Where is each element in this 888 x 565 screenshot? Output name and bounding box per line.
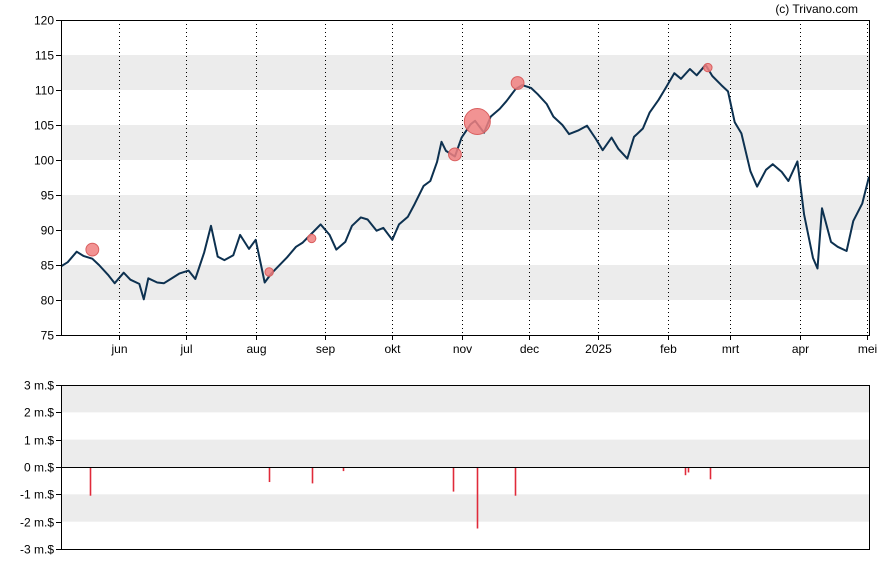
y-tick-label: -3 m.$ <box>20 543 54 557</box>
y-tick-label: 75 <box>41 329 55 343</box>
x-tick-label: jun <box>110 342 127 356</box>
y-tick-label: -1 m.$ <box>20 488 54 502</box>
y-tick-label: 120 <box>34 14 54 28</box>
y-tick-label: 95 <box>41 189 55 203</box>
y-tick-label: 110 <box>35 84 54 98</box>
y-tick-label: 105 <box>34 119 54 133</box>
x-tick-label: okt <box>384 342 401 356</box>
y-tick-label: 85 <box>41 259 55 273</box>
plot-frame <box>61 20 870 336</box>
credit-label: (c) Trivano.com <box>775 2 858 16</box>
x-tick-label: sep <box>316 342 336 356</box>
y-tick-label: 90 <box>41 224 55 238</box>
event-bubble <box>510 76 525 90</box>
x-tick-label: jul <box>179 342 192 356</box>
y-tick-label: 2 m.$ <box>24 406 54 420</box>
plot-frame <box>61 385 870 550</box>
event-bubble <box>264 267 274 277</box>
band-shade <box>61 125 869 160</box>
band-shade <box>61 385 869 413</box>
y-tick-label: 80 <box>41 294 55 308</box>
x-tick-label: aug <box>246 342 266 356</box>
band-shade <box>61 195 869 230</box>
y-tick-label: 100 <box>34 154 54 168</box>
x-tick-label: mei <box>858 342 877 356</box>
band-shade <box>61 494 869 522</box>
event-bubble <box>703 62 713 73</box>
event-bubble <box>448 147 462 162</box>
event-bubble <box>463 108 491 135</box>
price-line <box>60 63 870 301</box>
y-tick-label: 1 m.$ <box>24 434 54 448</box>
x-tick-label: feb <box>660 342 677 356</box>
x-tick-label: mrt <box>722 342 740 356</box>
y-tick-label: 0 m.$ <box>24 461 54 475</box>
band-shade <box>61 55 869 90</box>
event-bubble <box>306 233 317 244</box>
x-tick-label: dec <box>520 342 539 356</box>
band-shade <box>61 439 869 467</box>
event-bubble <box>85 242 100 257</box>
y-tick-label: 115 <box>35 49 54 63</box>
x-tick-label: 2025 <box>585 342 612 356</box>
band-shade <box>61 265 869 300</box>
y-tick-label: -2 m.$ <box>20 516 54 530</box>
y-tick-label: 3 m.$ <box>24 379 54 393</box>
x-tick-label: nov <box>453 342 472 356</box>
x-tick-label: apr <box>792 342 809 356</box>
